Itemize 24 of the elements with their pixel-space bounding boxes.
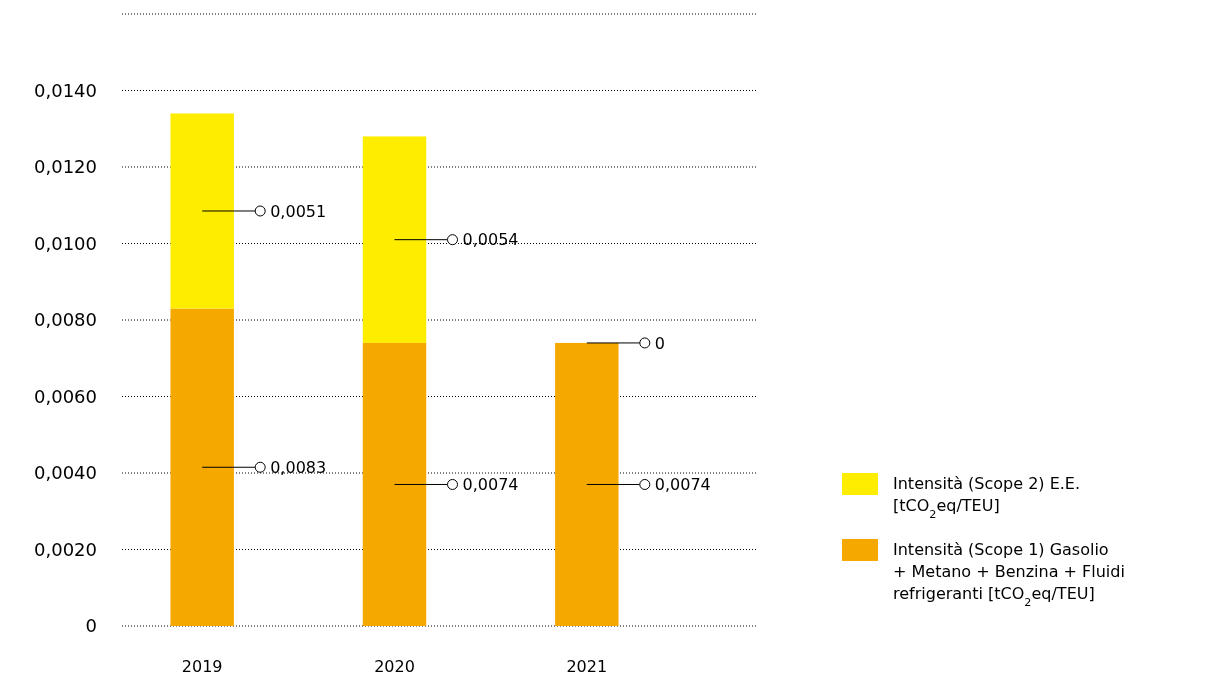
y-tick-label: 0,0080 — [34, 309, 97, 331]
bar — [362, 136, 427, 343]
y-tick-label: 0,0140 — [34, 79, 97, 101]
data-label: 0,0054 — [462, 230, 519, 250]
y-tick-label: 0,0020 — [34, 538, 97, 560]
y-tick-label: 0,0100 — [34, 232, 97, 254]
x-tick-label: 2020 — [374, 657, 415, 676]
y-tick-label: 0,0060 — [34, 385, 97, 407]
data-label: 0,0074 — [654, 475, 711, 495]
data-label: 0 — [654, 333, 665, 353]
bar — [170, 113, 234, 309]
x-tick-label: 2019 — [181, 657, 223, 676]
data-label: 0,0083 — [270, 457, 327, 477]
legend-label: Intensità (Scope 2) E.E. [tCO$_{2}$eq/TEU] — [893, 474, 1081, 521]
y-tick-label: 0 — [85, 615, 97, 637]
data-label: 0,0051 — [270, 201, 327, 221]
bar — [170, 308, 234, 626]
data-label: 0,0074 — [462, 475, 519, 495]
bar — [555, 342, 619, 626]
y-tick-label: 0,0040 — [34, 462, 97, 484]
x-tick-label: 2021 — [566, 657, 608, 676]
bar — [362, 342, 427, 626]
legend-label: Intensità (Scope 1) Gasolio + Metano + Benzina + Fluidi refrigeranti [tCO$_{2}$eq/TEU] — [893, 540, 1125, 609]
y-tick-label: 0,0120 — [34, 156, 97, 178]
